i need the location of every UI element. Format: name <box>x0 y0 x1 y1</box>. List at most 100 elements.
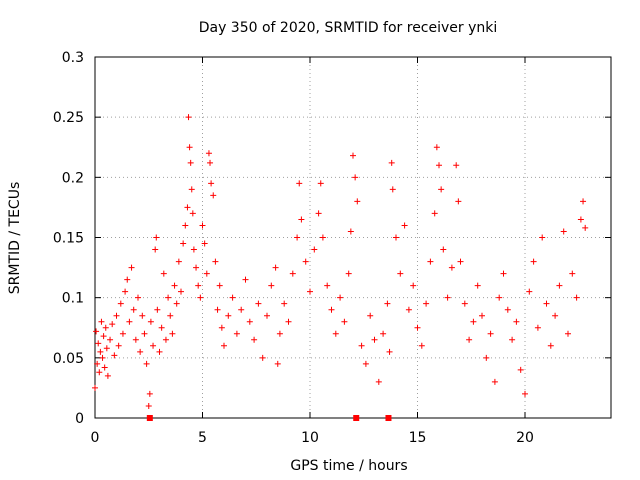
y-tick-label: 0.25 <box>53 110 84 126</box>
data-point <box>401 222 408 229</box>
data-point <box>182 222 189 229</box>
data-point <box>565 330 571 337</box>
data-point <box>145 402 152 409</box>
data-point <box>190 246 197 253</box>
data-point <box>210 192 217 199</box>
data-point <box>255 300 262 307</box>
data-point <box>193 264 200 271</box>
plot-border <box>94 56 612 419</box>
data-point <box>212 258 219 265</box>
x-axis-ticks: 0 5 10 15 20 <box>91 57 534 446</box>
data-point <box>367 312 374 319</box>
data-point <box>487 330 494 337</box>
chart-title: Day 350 of 2020, SRMTID for receiver ynk… <box>199 20 498 36</box>
data-point <box>113 312 120 319</box>
data-point <box>509 336 516 343</box>
data-point <box>229 294 236 301</box>
data-point <box>461 300 468 307</box>
y-axis-ticks: 0 0.05 0.1 0.15 0.2 0.25 0.3 <box>53 50 611 427</box>
data-point <box>315 210 322 217</box>
data-point <box>448 264 455 271</box>
y-tick-label: 0.05 <box>53 351 84 367</box>
data-point <box>474 282 481 289</box>
gap-marker <box>353 415 360 421</box>
x-tick-label: 0 <box>91 430 100 446</box>
data-point <box>259 354 266 361</box>
data-point <box>94 360 101 367</box>
data-point <box>534 324 541 331</box>
data-point <box>296 180 303 187</box>
data-point <box>466 336 473 343</box>
data-point <box>522 390 528 397</box>
data-point <box>311 246 318 253</box>
y-tick-label: 0.1 <box>62 291 84 307</box>
data-point <box>188 186 195 193</box>
data-point <box>162 336 169 343</box>
data-point <box>195 282 202 289</box>
data-point <box>187 159 194 166</box>
data-point <box>418 342 425 349</box>
data-point <box>455 198 462 205</box>
data-point <box>214 306 221 313</box>
data-point <box>251 336 258 343</box>
data-point <box>111 352 118 359</box>
data-point <box>319 234 326 241</box>
data-point <box>96 369 103 376</box>
grid-lines <box>95 56 611 418</box>
data-point <box>410 282 417 289</box>
data-point <box>186 144 193 151</box>
data-point <box>119 330 126 337</box>
y-tick-label: 0.3 <box>62 50 84 66</box>
data-point <box>479 312 485 319</box>
data-point <box>483 354 490 361</box>
data-point <box>569 270 576 277</box>
data-point <box>289 270 296 277</box>
data-point <box>156 348 163 355</box>
y-tick-label: 0.15 <box>53 231 84 247</box>
data-point <box>543 300 550 307</box>
data-point <box>132 336 139 343</box>
data-point <box>384 300 391 307</box>
data-point <box>386 348 393 355</box>
data-point <box>496 294 503 301</box>
data-point <box>98 318 105 325</box>
data-point <box>573 294 580 301</box>
data-point <box>238 306 245 313</box>
data-point <box>117 300 124 307</box>
data-point <box>184 204 191 211</box>
data-point <box>103 345 110 352</box>
data-point <box>453 162 460 169</box>
data-point <box>130 306 137 313</box>
data-point <box>436 162 442 169</box>
data-point <box>199 222 206 229</box>
data-point <box>332 330 339 337</box>
data-point <box>405 306 412 313</box>
data-point <box>92 384 98 391</box>
data-point <box>197 294 204 301</box>
data-point <box>294 234 301 241</box>
data-point <box>264 312 270 319</box>
data-point <box>431 210 438 217</box>
data-point <box>152 246 159 253</box>
data-point <box>530 258 537 265</box>
data-point <box>526 288 533 295</box>
data-point <box>274 360 281 367</box>
data-point <box>225 312 232 319</box>
data-point <box>393 234 399 241</box>
data-point <box>560 228 567 235</box>
data-point <box>500 270 507 277</box>
data-point <box>354 198 361 205</box>
x-tick-label: 20 <box>516 430 534 446</box>
data-point <box>552 312 559 319</box>
data-point <box>233 330 240 337</box>
data-point <box>171 282 178 289</box>
data-point <box>146 390 153 397</box>
data-point <box>457 258 464 265</box>
data-point <box>205 150 212 157</box>
data-point <box>547 342 554 349</box>
data-point <box>104 372 111 379</box>
data-point <box>307 288 313 295</box>
data-point <box>137 348 144 355</box>
data-point <box>97 348 104 355</box>
